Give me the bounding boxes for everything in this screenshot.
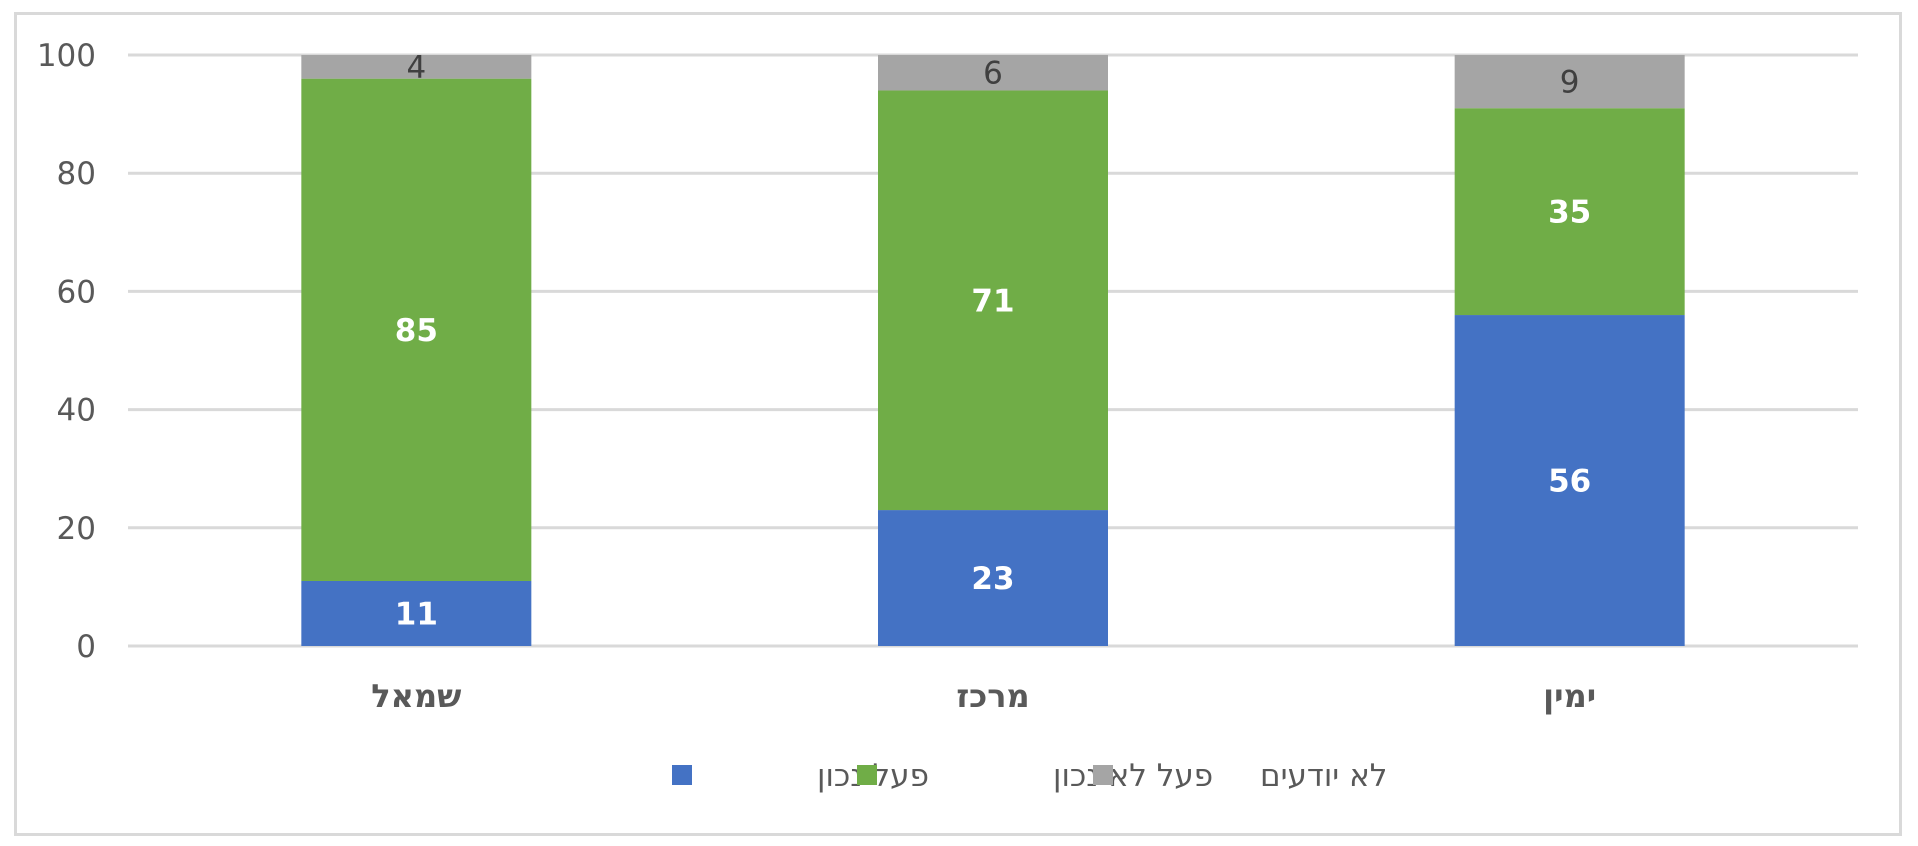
data-label-3-series-3: 9	[1560, 65, 1580, 101]
bar-segment-3-series-2	[1454, 108, 1685, 316]
data-label-1-series-2: 85	[395, 313, 438, 349]
data-label-2-series-3: 6	[983, 56, 1003, 92]
bar-segment-1-series-3	[301, 55, 532, 79]
legend-label-2: פעל לא נכון	[1053, 758, 1213, 794]
data-label-3-series-1: 56	[1548, 464, 1591, 500]
data-label-1-series-1: 11	[395, 596, 438, 632]
bar-segment-1-series-1	[301, 580, 532, 646]
y-tick-label-100: 100	[37, 38, 96, 74]
data-label-1-series-3: 4	[406, 50, 426, 86]
category-label-3: ימין	[1543, 677, 1596, 715]
data-label-3-series-2: 35	[1548, 195, 1591, 231]
legend-label-3: לא יודעים	[1260, 758, 1387, 794]
bar-segment-1-series-2	[301, 78, 532, 581]
y-tick-label-0: 0	[76, 629, 96, 665]
legend-swatch-3	[1093, 765, 1113, 785]
bar-segment-2-series-2	[878, 90, 1108, 511]
bar-segment-3-series-1	[1454, 315, 1685, 646]
bar-segment-2-series-3	[878, 55, 1108, 91]
category-label-2: מרכז	[956, 677, 1029, 715]
bar-segment-3-series-3	[1454, 55, 1685, 109]
category-label-1: שמאל	[371, 677, 461, 715]
y-tick-label-40: 40	[57, 393, 96, 429]
legend-swatch-1	[672, 765, 692, 785]
y-tick-label-20: 20	[57, 511, 96, 547]
y-tick-label-80: 80	[57, 156, 96, 192]
data-label-2-series-2: 71	[971, 283, 1014, 319]
legend-swatch-2	[857, 765, 877, 785]
y-tick-label-60: 60	[57, 274, 96, 310]
data-label-2-series-1: 23	[971, 561, 1014, 597]
bar-segment-2-series-1	[878, 510, 1108, 646]
